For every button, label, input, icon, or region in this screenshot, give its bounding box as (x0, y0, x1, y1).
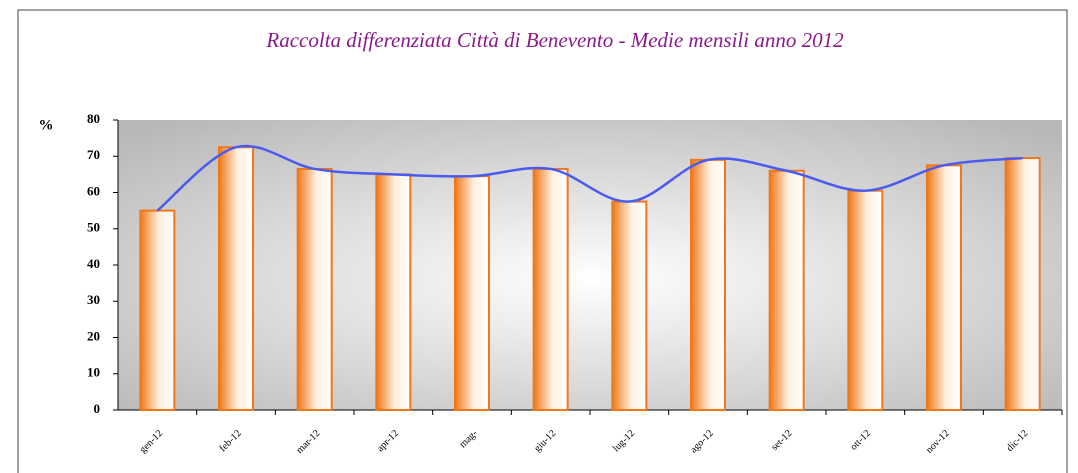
y-tick-label: 60 (87, 183, 100, 198)
y-tick-label: 40 (87, 256, 100, 271)
bar (375, 173, 412, 411)
bar (926, 164, 962, 411)
y-tick-label: 50 (87, 220, 100, 235)
y-tick-label: 80 (87, 111, 100, 126)
bar (768, 169, 805, 411)
bar (296, 167, 333, 411)
chart-title: Raccolta differenziata Città di Benevent… (265, 28, 844, 52)
bar (847, 189, 884, 411)
line (156, 144, 1023, 212)
plot-area (118, 120, 1062, 410)
y-tick-label: 70 (87, 147, 100, 162)
bar (1004, 157, 1041, 411)
y-tick-label: 0 (94, 401, 101, 416)
bar (218, 146, 254, 411)
bar (532, 167, 569, 411)
bar (139, 209, 176, 411)
bar (690, 158, 726, 411)
bar (454, 175, 490, 411)
y-tick-label: 10 (87, 365, 100, 380)
bar (611, 200, 648, 411)
y-tick-label: 20 (87, 328, 100, 343)
y-tick-label: 30 (87, 292, 100, 307)
y-axis-label: % (39, 117, 54, 133)
